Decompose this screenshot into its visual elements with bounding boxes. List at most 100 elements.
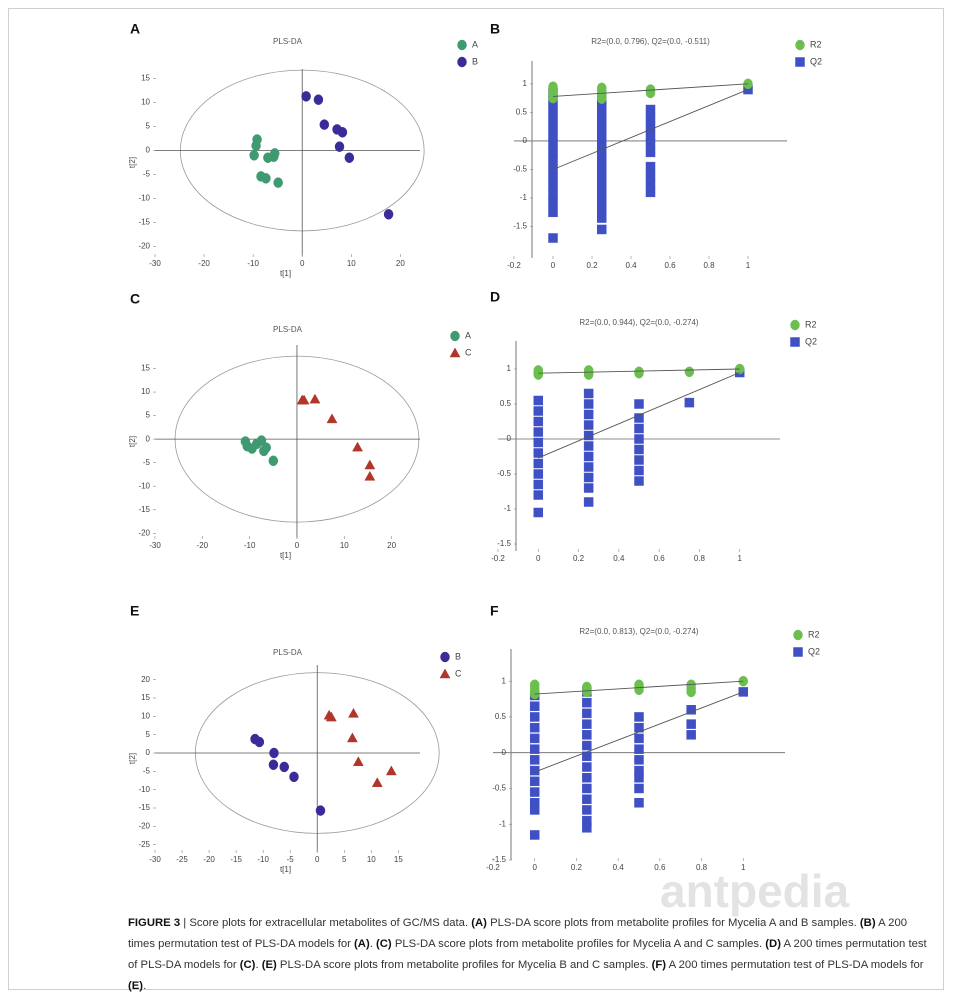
- panel-label: D: [490, 289, 500, 305]
- x-tick-label: 0.2: [571, 863, 583, 872]
- square-marker: [645, 104, 656, 115]
- caption-segment: (A): [471, 917, 487, 929]
- legend-label: A: [472, 39, 478, 49]
- chart-title: R2=(0.0, 0.796), Q2=(0.0, -0.511): [591, 37, 710, 46]
- x-tick-label: -30: [149, 259, 161, 268]
- triangle-marker: [364, 470, 376, 481]
- x-axis-label: t[1]: [280, 551, 291, 560]
- y-tick-label: -10: [138, 481, 150, 490]
- triangle-marker: [298, 394, 310, 405]
- x-tick-label: 20: [387, 541, 396, 550]
- x-tick-label: -20: [197, 541, 209, 550]
- y-tick-label: -1: [499, 819, 507, 828]
- triangle-marker: [348, 707, 359, 718]
- circle-marker: [301, 91, 311, 102]
- square-marker: [582, 823, 592, 833]
- panel-label: A: [130, 21, 140, 37]
- square-marker: [597, 224, 607, 235]
- y-tick-label: -1.5: [513, 222, 527, 231]
- circle-marker: [313, 94, 324, 105]
- caption-segment: (C): [239, 959, 256, 971]
- legend-marker: [793, 629, 803, 641]
- fit-line: [534, 691, 744, 773]
- legend-marker: [440, 651, 450, 663]
- square-marker: [582, 730, 592, 740]
- panel-label: F: [490, 603, 499, 619]
- circle-marker: [315, 805, 326, 816]
- square-marker: [548, 121, 558, 132]
- x-tick-label: -20: [203, 855, 215, 864]
- circle-marker: [279, 761, 290, 773]
- x-tick-label: 0.8: [696, 863, 708, 872]
- square-marker: [634, 413, 644, 423]
- x-tick-label: -0.2: [491, 554, 505, 563]
- square-marker: [583, 472, 594, 483]
- square-marker: [582, 794, 592, 804]
- y-tick-label: -20: [138, 528, 150, 537]
- circle-marker: [254, 736, 265, 748]
- circle-marker: [533, 369, 544, 380]
- square-marker: [533, 469, 544, 479]
- y-tick-label: -10: [138, 785, 150, 794]
- panel-label: C: [130, 291, 140, 307]
- x-tick-label: 5: [342, 855, 347, 864]
- square-marker: [634, 783, 644, 794]
- caption-segment: (A): [354, 938, 370, 950]
- circle-marker: [261, 442, 271, 453]
- y-axis-label: t[2]: [128, 157, 137, 168]
- square-marker: [533, 479, 544, 490]
- square-marker: [634, 798, 644, 808]
- caption-segment: PLS-DA score plots from metabolite profi…: [391, 938, 766, 950]
- triangle-marker: [352, 756, 364, 767]
- legend-label: B: [472, 56, 478, 66]
- circle-marker: [261, 173, 271, 184]
- square-marker: [582, 719, 592, 729]
- circle-marker: [344, 152, 355, 163]
- x-axis-label: t[1]: [280, 269, 291, 278]
- square-marker: [529, 744, 540, 754]
- caption-segment: .: [143, 980, 147, 992]
- caption-segment: (C): [376, 938, 392, 950]
- square-marker: [548, 233, 558, 243]
- y-tick-label: -1.5: [492, 855, 506, 864]
- circle-marker: [548, 92, 558, 104]
- fit-line: [538, 368, 740, 374]
- caption-segment: A 200 times permutation test of PLS-DA m…: [128, 938, 927, 971]
- y-axis-label: t[2]: [128, 753, 137, 764]
- square-marker: [583, 409, 594, 420]
- circle-marker: [686, 686, 696, 698]
- square-marker: [548, 113, 558, 123]
- y-tick-label: 20: [141, 675, 150, 684]
- x-axis-label: t[1]: [280, 865, 291, 874]
- x-tick-label: 0: [300, 259, 305, 268]
- square-marker: [645, 187, 656, 198]
- circle-marker: [273, 177, 283, 188]
- square-marker: [645, 139, 656, 149]
- square-marker: [583, 451, 594, 462]
- fit-line: [552, 83, 749, 97]
- square-marker: [645, 113, 656, 123]
- chart-title: PLS-DA: [273, 325, 303, 334]
- legend-label: A: [465, 330, 471, 340]
- circle-marker: [249, 150, 259, 161]
- square-marker: [583, 497, 594, 507]
- square-marker: [686, 719, 696, 729]
- x-tick-label: 1: [746, 261, 751, 270]
- square-marker: [597, 119, 607, 129]
- x-tick-label: -30: [149, 855, 161, 864]
- y-tick-label: -1: [504, 504, 512, 513]
- x-tick-label: -0.2: [507, 261, 521, 270]
- square-marker: [597, 136, 607, 146]
- figure-caption: FIGURE 3 | Score plots for extracellular…: [128, 913, 936, 997]
- fit-line: [534, 680, 744, 695]
- square-marker: [645, 130, 656, 140]
- y-tick-label: 0: [507, 434, 512, 443]
- triangle-marker: [346, 732, 358, 743]
- square-marker: [634, 772, 644, 783]
- square-marker: [686, 730, 696, 740]
- y-tick-label: 15: [141, 693, 150, 702]
- y-tick-label: -1.5: [497, 539, 511, 548]
- square-marker: [529, 805, 540, 815]
- x-tick-label: -5: [287, 855, 295, 864]
- caption-segment: | Score plots for extracellular metaboli…: [180, 917, 472, 929]
